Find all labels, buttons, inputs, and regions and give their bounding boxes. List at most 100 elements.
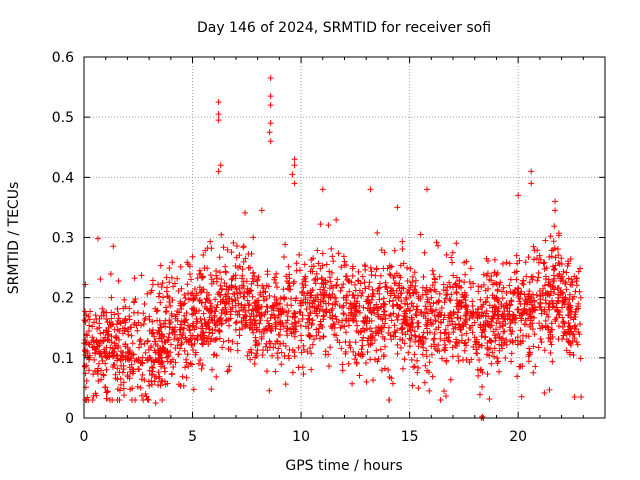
data-point: [338, 345, 345, 352]
data-point: [243, 288, 250, 295]
data-point: [506, 260, 513, 267]
data-point: [555, 294, 562, 301]
data-point: [525, 293, 532, 300]
data-point: [312, 275, 319, 282]
data-point: [156, 290, 163, 297]
data-point: [461, 259, 468, 266]
data-point: [196, 271, 203, 278]
data-point: [184, 259, 191, 266]
data-point: [420, 274, 427, 281]
data-point: [499, 335, 506, 342]
data-point: [213, 267, 220, 274]
data-point: [336, 339, 343, 346]
data-point: [313, 326, 320, 333]
data-point: [144, 357, 151, 364]
data-point: [541, 347, 548, 354]
data-point: [398, 297, 405, 304]
data-point: [169, 370, 176, 377]
data-point: [147, 354, 154, 361]
data-point: [461, 347, 468, 354]
data-point: [421, 249, 428, 256]
data-point: [267, 138, 274, 145]
data-point: [570, 331, 577, 338]
data-point: [319, 262, 326, 269]
data-point: [404, 301, 411, 308]
data-point: [280, 286, 287, 293]
data-point: [448, 315, 455, 322]
data-point: [193, 308, 200, 315]
data-point: [232, 283, 239, 290]
data-point: [461, 319, 468, 326]
data-point: [241, 293, 248, 300]
data-point: [298, 302, 305, 309]
data-point: [224, 368, 231, 375]
data-point: [423, 347, 430, 354]
data-point: [306, 345, 313, 352]
data-point: [197, 315, 204, 322]
data-point: [540, 285, 547, 292]
data-point: [475, 288, 482, 295]
data-point: [351, 356, 358, 363]
data-point: [412, 334, 419, 341]
data-point: [109, 345, 116, 352]
data-point: [169, 259, 176, 266]
data-point: [109, 396, 116, 403]
data-point: [111, 311, 118, 318]
data-point: [242, 312, 249, 319]
data-point: [345, 317, 352, 324]
data-point: [172, 315, 179, 322]
data-point: [315, 302, 322, 309]
data-point: [201, 334, 208, 341]
data-point: [170, 364, 177, 371]
data-point: [198, 320, 205, 327]
data-point: [136, 366, 143, 373]
data-point: [199, 323, 206, 330]
data-point: [160, 294, 167, 301]
data-point: [523, 332, 530, 339]
data-point: [483, 307, 490, 314]
data-point: [501, 328, 508, 335]
data-point: [370, 290, 377, 297]
data-point: [154, 317, 161, 324]
data-point: [566, 351, 573, 358]
data-point: [417, 231, 424, 238]
data-point: [240, 243, 247, 250]
data-point: [221, 280, 228, 287]
data-point: [228, 296, 235, 303]
data-point: [119, 353, 126, 360]
data-point: [225, 337, 232, 344]
data-point: [546, 386, 553, 393]
data-point: [441, 299, 448, 306]
data-point: [472, 309, 479, 316]
data-point: [249, 293, 256, 300]
data-point: [274, 354, 281, 361]
data-point: [542, 273, 549, 280]
data-point: [549, 358, 556, 365]
data-point: [375, 355, 382, 362]
data-point: [566, 291, 573, 298]
data-point: [562, 281, 569, 288]
data-point: [200, 286, 207, 293]
data-point: [368, 334, 375, 341]
data-point: [436, 273, 443, 280]
data-point: [236, 332, 243, 339]
data-point: [263, 282, 270, 289]
data-point: [198, 365, 205, 372]
data-point: [387, 332, 394, 339]
data-point: [178, 285, 185, 292]
data-point: [274, 284, 281, 291]
data-point: [467, 284, 474, 291]
data-point: [378, 303, 385, 310]
data-point: [573, 278, 580, 285]
data-point: [155, 281, 162, 288]
data-point: [95, 365, 102, 372]
data-point: [312, 294, 319, 301]
data-point: [530, 369, 537, 376]
data-point: [553, 314, 560, 321]
data-point: [542, 297, 549, 304]
data-point: [552, 198, 559, 205]
data-point: [548, 341, 555, 348]
data-point: [162, 308, 169, 315]
data-point: [541, 259, 548, 266]
data-point: [307, 333, 314, 340]
